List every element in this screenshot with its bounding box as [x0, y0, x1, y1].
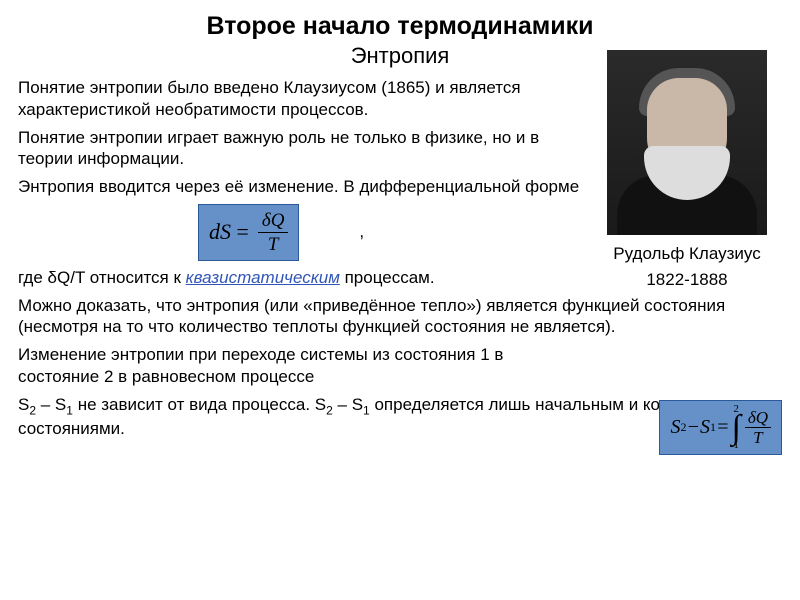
para-4-suffix: процессам.	[340, 268, 435, 287]
f2-sa: S	[670, 416, 680, 439]
para-3: Энтропия вводится через её изменение. В …	[18, 176, 588, 198]
f2-frac: δQ T	[745, 409, 771, 446]
f2-sb: S	[700, 416, 710, 439]
quasistatic-link[interactable]: квазистатическим	[186, 268, 340, 287]
p7-s2a: S	[18, 395, 29, 414]
f2-int-lo: 1	[733, 441, 739, 450]
content: Понятие энтропии было введено Клаузиусом…	[0, 69, 800, 440]
p7-mid3: – S	[333, 395, 363, 414]
f2-integral: 2 ∫ 1	[731, 405, 740, 450]
formula-1: dS = δQ T	[198, 204, 299, 261]
f2-minus: −	[686, 416, 700, 439]
formula-1-lhs: dS	[209, 219, 231, 245]
integral-icon: ∫	[731, 414, 740, 441]
para-4-prefix: где δQ/T относится к	[18, 268, 186, 287]
para-4: где δQ/T относится к квазистатическим пр…	[18, 267, 588, 289]
f2-num: δQ	[745, 409, 771, 428]
para-1: Понятие энтропии было введено Клаузиусом…	[18, 77, 588, 121]
formula-2: S2 − S1 = 2 ∫ 1 δQ T	[659, 400, 782, 455]
p7-s1a-sub: 1	[66, 403, 73, 417]
p7-mid2: не зависит от вида процесса. S	[73, 395, 326, 414]
para-5: Можно доказать, что энтропия (или «приве…	[18, 295, 778, 339]
formula-1-frac: δQ T	[258, 211, 289, 254]
formula-1-row: dS = δQ T ,	[18, 204, 588, 261]
formula-1-eq: =	[235, 219, 250, 245]
formula-1-den: T	[264, 233, 283, 254]
page-title: Второе начало термодинамики	[0, 0, 800, 41]
p7-s2b-sub: 2	[326, 403, 333, 417]
p7-s1b-sub: 1	[363, 403, 370, 417]
formula-1-num: δQ	[258, 211, 289, 233]
f2-den: T	[750, 428, 765, 446]
para-6: Изменение энтропии при переходе системы …	[18, 344, 518, 388]
formula-1-after: ,	[359, 222, 364, 242]
p7-mid1: – S	[36, 395, 66, 414]
formula-2-block: S2 − S1 = 2 ∫ 1 δQ T	[659, 400, 782, 455]
para-2: Понятие энтропии играет важную роль не т…	[18, 127, 588, 171]
f2-eq: =	[716, 416, 730, 439]
